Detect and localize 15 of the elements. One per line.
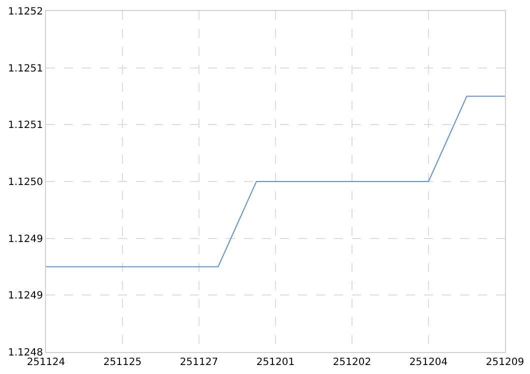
x-tick-label: 251201 [256,357,295,368]
x-tick-label: 251125 [103,357,142,368]
y-tick-label: 1.1249 [8,290,43,302]
x-tick-label: 251204 [409,357,448,368]
y-tick-label: 1.1250 [8,177,43,188]
y-tick-label: 1.1251 [8,120,43,131]
line-series [46,96,505,268]
x-tick-label: 251209 [486,357,524,368]
y-tick-label: 1.1251 [8,64,43,75]
y-tick-label: 1.1248 [8,348,43,358]
x-tick-label: 251202 [332,357,372,368]
y-tick-label: 1.1252 [8,6,43,18]
x-tick-label: 251127 [180,357,218,368]
y-tick-label: 1.1249 [8,234,43,246]
x-tick-label: 251124 [26,357,66,368]
